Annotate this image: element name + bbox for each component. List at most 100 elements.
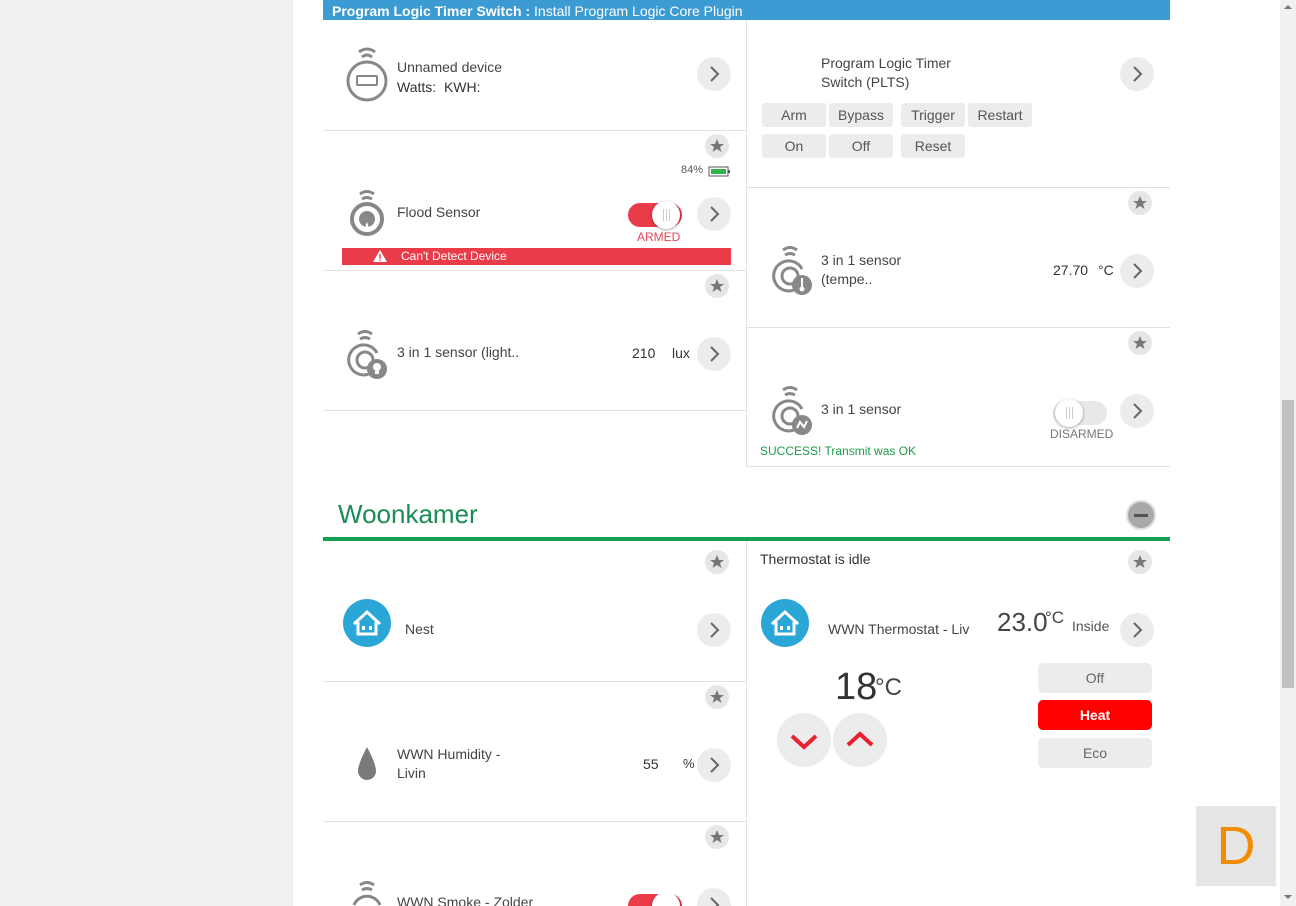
plts-name-line1: Program Logic Timer [821, 55, 951, 71]
chevron-up-icon [846, 731, 874, 747]
thermostat-increase-button[interactable] [833, 713, 887, 767]
plts-arrow-button[interactable] [1120, 57, 1154, 91]
motion-toggle-knob [1055, 399, 1083, 427]
scroll-down-icon [1284, 895, 1292, 899]
banner-text: Install Program Logic Core Plugin [530, 3, 743, 19]
device-card-humidity [323, 682, 746, 822]
motion-status-message: SUCCESS! Transmit was OK [760, 444, 917, 458]
thermostat-mode-off-button[interactable]: Off [1038, 663, 1152, 693]
flood-alert-text: Can't Detect Device [401, 249, 507, 263]
motion-sensor-icon [771, 384, 815, 443]
light-favorite-star-icon[interactable] [705, 274, 729, 298]
plts-trigger-button[interactable]: Trigger [901, 103, 965, 127]
light-unit: lux [672, 345, 690, 361]
thermostat-mode-eco-button[interactable]: Eco [1038, 738, 1152, 768]
smoke-toggle-knob [652, 894, 680, 906]
temp-favorite-star-icon[interactable] [1128, 191, 1152, 215]
column-divider [746, 20, 747, 467]
device-card-light [323, 271, 746, 411]
flood-toggle-knob [652, 201, 680, 229]
smoke-favorite-star-icon[interactable] [705, 825, 729, 849]
nest-home-icon [343, 599, 391, 647]
flood-arm-toggle[interactable] [628, 201, 682, 229]
water-drop-icon [355, 746, 379, 787]
device-card-motion [747, 328, 1170, 467]
temp-sensor-name-line2: (tempe.. [821, 271, 873, 287]
temp-value: 27.70 [1053, 262, 1089, 278]
warning-icon [372, 249, 388, 268]
thermostat-status: Thermostat is idle [760, 551, 871, 567]
flood-sensor-name: Flood Sensor [397, 204, 481, 220]
vertical-scrollbar[interactable] [1280, 0, 1296, 906]
thermostat-home-icon [761, 599, 809, 647]
flood-sensor-icon [348, 188, 388, 243]
flood-armed-state: ARMED [637, 230, 681, 244]
temp-arrow-button[interactable] [1120, 254, 1154, 288]
motion-disarmed-state: DISARMED [1050, 427, 1114, 441]
smoke-toggle-clip [628, 894, 682, 906]
humidity-favorite-star-icon[interactable] [705, 685, 729, 709]
humidity-value: 55 [643, 756, 659, 772]
smoke-arrow-button[interactable] [697, 888, 731, 906]
flood-battery-level: 84% [681, 164, 704, 176]
device-card-nest [323, 541, 746, 682]
plts-arm-button[interactable]: Arm [762, 103, 826, 127]
thermostat-setpoint-unit: °C [875, 674, 902, 701]
motion-favorite-star-icon[interactable] [1128, 331, 1152, 355]
minus-icon [1134, 514, 1148, 517]
plts-restart-button[interactable]: Restart [968, 103, 1032, 127]
device-card-smoke [323, 822, 746, 906]
smoke-sensor-icon [348, 879, 388, 906]
scrollbar-thumb[interactable] [1282, 400, 1294, 688]
humidity-arrow-button[interactable] [697, 748, 731, 782]
nest-arrow-button[interactable] [697, 613, 731, 647]
device-card-temperature [747, 188, 1170, 328]
device-card-unnamed [323, 20, 746, 131]
section-collapse-button[interactable] [1126, 500, 1156, 530]
nest-favorite-star-icon[interactable] [705, 550, 729, 574]
thermostat-mode-heat-button[interactable]: Heat [1038, 700, 1152, 730]
light-sensor-name: 3 in 1 sensor (light.. [397, 344, 520, 360]
motion-arrow-button[interactable] [1120, 394, 1154, 428]
plts-bypass-button[interactable]: Bypass [829, 103, 893, 127]
thermostat-name: WWN Thermostat - Liv [828, 621, 970, 637]
battery-icon [708, 165, 732, 183]
light-sensor-icon [346, 328, 390, 387]
meter-icon [346, 44, 388, 107]
humidity-name-line2: Livin [397, 765, 426, 781]
nest-name: Nest [405, 621, 434, 637]
smoke-arm-toggle[interactable] [628, 894, 682, 906]
plts-on-button[interactable]: On [762, 134, 826, 158]
thermostat-inside-value: 23.0 [997, 607, 1048, 637]
plugin-banner[interactable]: Program Logic Timer Switch : Install Pro… [323, 0, 1170, 20]
plts-off-button[interactable]: Off [829, 134, 893, 158]
smoke-arrow-clip [697, 888, 731, 906]
flood-arrow-button[interactable] [697, 197, 731, 231]
chevron-down-icon [790, 734, 818, 750]
temp-unit: °C [1098, 262, 1114, 278]
plts-name-line2: Switch (PLTS) [821, 74, 910, 90]
flood-favorite-star-icon[interactable] [705, 134, 729, 158]
plts-reset-button[interactable]: Reset [901, 134, 965, 158]
temperature-sensor-icon [771, 244, 815, 303]
light-value: 210 [632, 345, 656, 361]
temp-sensor-name-line1: 3 in 1 sensor [821, 252, 902, 268]
humidity-name-line1: WWN Humidity - [397, 746, 501, 762]
thermostat-arrow-button[interactable] [1120, 613, 1154, 647]
thermostat-favorite-star-icon[interactable] [1128, 550, 1152, 574]
thermostat-inside-unit: °C [1045, 608, 1065, 627]
banner-title: Program Logic Timer Switch : [332, 3, 531, 19]
unnamed-device-arrow-button[interactable] [697, 57, 731, 91]
section-title-woonkamer: Woonkamer [338, 499, 478, 529]
thermostat-setpoint: 18 [835, 666, 878, 708]
flood-alert-bar: Can't Detect Device [342, 248, 731, 265]
column-divider-bottom [746, 541, 747, 906]
humidity-unit: % [683, 756, 695, 771]
corner-d-widget[interactable]: D [1196, 806, 1276, 886]
smoke-sensor-name: WWN Smoke - Zolder [397, 894, 534, 906]
motion-arm-toggle[interactable] [1053, 399, 1107, 427]
light-arrow-button[interactable] [697, 337, 731, 371]
thermostat-decrease-button[interactable] [777, 713, 831, 767]
device-card-flood [323, 131, 746, 271]
scroll-up-icon [1284, 5, 1292, 9]
